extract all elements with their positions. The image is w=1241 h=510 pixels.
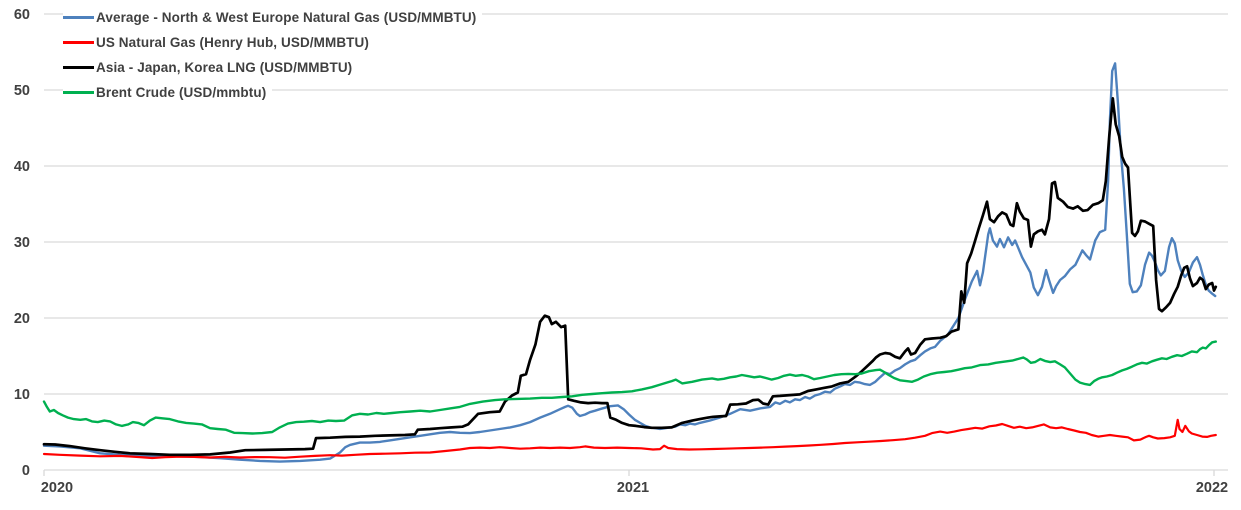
- series-line-1: [42, 418, 1217, 460]
- legend-key-line-blue: [63, 16, 94, 19]
- x-axis-label-2022: 2022: [1196, 480, 1228, 496]
- legend-label-brent-crude: Brent Crude (USD/mmbtu): [96, 85, 267, 100]
- x-axis-label-2021: 2021: [617, 480, 649, 496]
- series-line-0: [42, 62, 1217, 463]
- y-axis-label-20: 20: [14, 311, 30, 327]
- legend-label-europe-gas: Average - North & West Europe Natural Ga…: [96, 10, 477, 25]
- legend-label-us-gas: US Natural Gas (Henry Hub, USD/MMBTU): [96, 35, 369, 50]
- chart-legend: Average - North & West Europe Natural Ga…: [63, 5, 483, 105]
- y-axis-label-40: 40: [14, 159, 30, 175]
- y-axis-label-50: 50: [14, 83, 30, 99]
- series-line-3: [42, 340, 1218, 435]
- y-axis-label-0: 0: [22, 463, 30, 479]
- legend-key-line-red: [63, 41, 94, 44]
- series-line-2: [42, 97, 1218, 457]
- y-axis-label-60: 60: [14, 7, 30, 23]
- legend-label-asia-lng: Asia - Japan, Korea LNG (USD/MMBTU): [96, 60, 353, 75]
- legend-key-line-black: [63, 66, 94, 69]
- y-axis-label-10: 10: [14, 387, 30, 403]
- x-axis-label-2020: 2020: [41, 480, 73, 496]
- legend-item-europe-gas: Average - North & West Europe Natural Ga…: [63, 5, 483, 30]
- legend-item-brent-crude: Brent Crude (USD/mmbtu): [63, 80, 273, 105]
- legend-item-asia-lng: Asia - Japan, Korea LNG (USD/MMBTU): [63, 55, 359, 80]
- legend-item-us-gas: US Natural Gas (Henry Hub, USD/MMBTU): [63, 30, 375, 55]
- legend-key-line-green: [63, 91, 94, 94]
- y-axis-label-30: 30: [14, 235, 30, 251]
